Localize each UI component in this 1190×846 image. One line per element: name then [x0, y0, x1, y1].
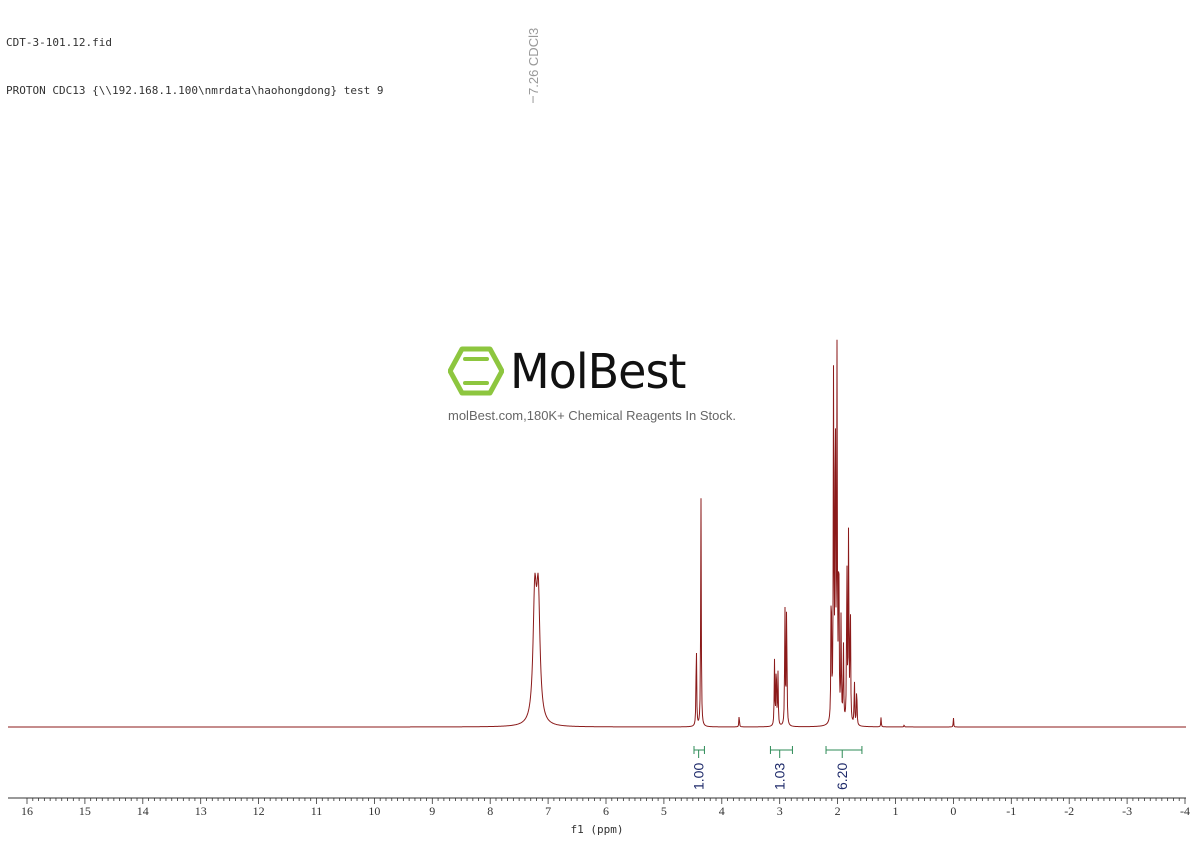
watermark-brand: MolBest	[510, 342, 686, 400]
x-tick-label: 7	[545, 804, 551, 818]
x-tick-label: 12	[253, 804, 265, 818]
x-tick-label: 16	[21, 804, 33, 818]
x-tick-label: 10	[368, 804, 380, 818]
x-tick-label: -2	[1064, 804, 1074, 818]
filename-text: CDT-3-101.12.fid	[6, 36, 112, 49]
integral-value: 6.20	[834, 763, 850, 790]
x-tick-label: 9	[429, 804, 435, 818]
peak-labels: 7.26 CDCl3	[526, 28, 541, 103]
x-tick-label: 2	[835, 804, 841, 818]
x-axis-title: f1 (ppm)	[571, 823, 624, 836]
x-tick-label: -4	[1180, 804, 1190, 818]
integral-region: 1.03	[769, 746, 793, 790]
x-tick-label: 6	[603, 804, 609, 818]
watermark-tagline: molBest.com,180K+ Chemical Reagents In S…	[448, 408, 736, 423]
x-tick-label: 14	[137, 804, 149, 818]
spectrum-header: CDT-3-101.12.fid PROTON CDC13 {\\192.168…	[6, 3, 384, 115]
x-tick-label: 0	[950, 804, 956, 818]
x-tick-label: 11	[311, 804, 323, 818]
integrals: 1.00 1.03 6.20	[691, 746, 863, 790]
integral-region: 1.00	[691, 746, 707, 790]
integral-region: 6.20	[825, 746, 863, 790]
x-axis-ticks: 16 15 14 13 12 11 10 9 8 7 6 5 4 3 2 1 0 -1 -2 -3 -4	[21, 798, 1190, 818]
peak-label: 7.26 CDCl3	[526, 28, 541, 95]
x-tick-label: 15	[79, 804, 91, 818]
molbest-watermark: MolBest molBest.com,180K+ Chemical Reage…	[448, 342, 748, 423]
x-tick-label: 3	[777, 804, 783, 818]
integral-value: 1.03	[772, 763, 788, 790]
x-tick-label: 1	[893, 804, 899, 818]
x-tick-label: -1	[1006, 804, 1016, 818]
watermark-logo-row: MolBest	[448, 342, 748, 400]
x-tick-label: 4	[719, 804, 725, 818]
x-tick-label: 8	[487, 804, 493, 818]
integral-value: 1.00	[691, 763, 707, 790]
x-tick-label: -3	[1122, 804, 1132, 818]
x-tick-label: 5	[661, 804, 667, 818]
experiment-text: PROTON CDC13 {\\192.168.1.100\nmrdata\ha…	[6, 84, 384, 97]
benzene-logo-icon	[448, 346, 504, 396]
spectrum-trace	[8, 339, 1186, 728]
x-tick-label: 13	[195, 804, 207, 818]
